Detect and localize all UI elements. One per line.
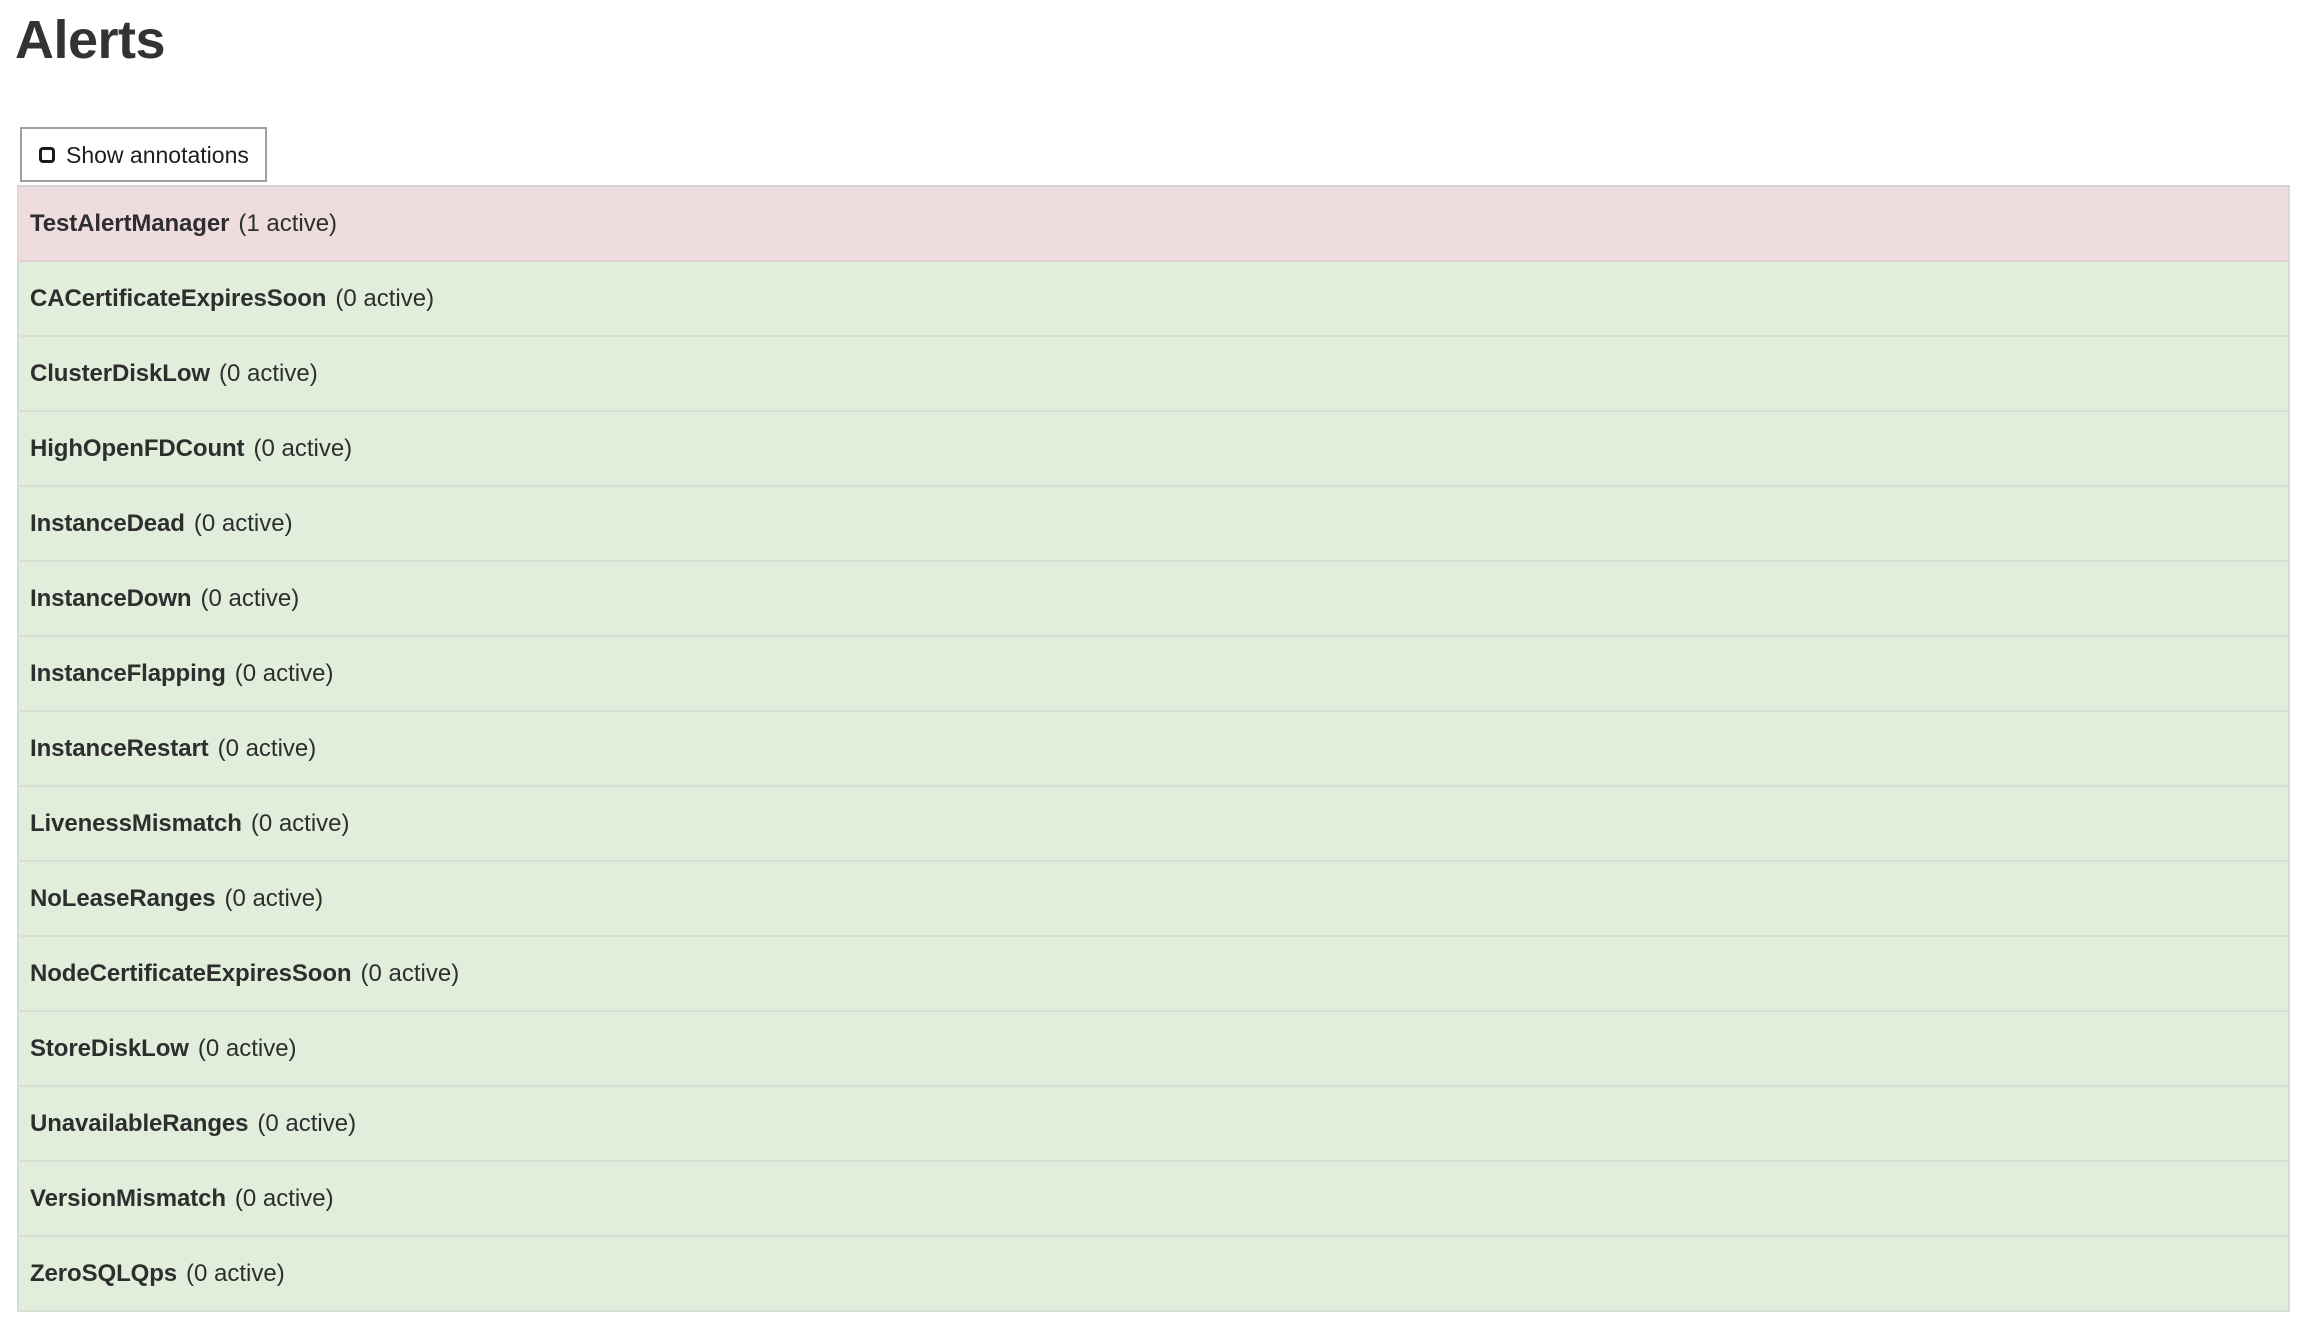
alert-active-count: (0 active) (224, 884, 324, 912)
alert-active-count: (0 active) (218, 359, 318, 387)
alert-active-count: (0 active) (234, 659, 334, 687)
alert-row[interactable]: ClusterDiskLow (0 active) (17, 337, 2290, 412)
alert-row[interactable]: InstanceDead (0 active) (17, 487, 2290, 562)
alert-active-count: (1 active) (238, 209, 338, 237)
alert-name: NodeCertificateExpiresSoon (30, 959, 352, 987)
alert-active-count: (0 active) (200, 584, 300, 612)
alert-row[interactable]: InstanceRestart (0 active) (17, 712, 2290, 787)
alert-name: InstanceDown (30, 584, 192, 612)
alert-row[interactable]: InstanceFlapping (0 active) (17, 637, 2290, 712)
alert-list: TestAlertManager (1 active) CACertificateE… (17, 185, 2290, 1312)
alert-active-count: (0 active) (217, 734, 317, 762)
alert-name: VersionMismatch (30, 1184, 226, 1212)
alert-row[interactable]: TestAlertManager (1 active) (17, 187, 2290, 262)
alert-name: TestAlertManager (30, 209, 230, 237)
unchecked-checkbox-icon (39, 146, 55, 163)
alert-name: HighOpenFDCount (30, 434, 245, 462)
alert-row[interactable]: HighOpenFDCount (0 active) (17, 412, 2290, 487)
alert-active-count: (0 active) (253, 434, 353, 462)
alert-row[interactable]: UnavailableRanges (0 active) (17, 1087, 2290, 1162)
alert-row[interactable]: ZeroSQLQps (0 active) (17, 1237, 2290, 1312)
alert-active-count: (0 active) (250, 809, 350, 837)
alert-active-count: (0 active) (234, 1184, 334, 1212)
alert-active-count: (0 active) (335, 284, 435, 312)
alert-name: ZeroSQLQps (30, 1259, 178, 1287)
alert-name: InstanceDead (30, 509, 185, 537)
alert-row[interactable]: CACertificateExpiresSoon (0 active) (17, 262, 2290, 337)
alert-name: InstanceFlapping (30, 659, 226, 687)
alert-row[interactable]: LivenessMismatch (0 active) (17, 787, 2290, 862)
alert-active-count: (0 active) (257, 1109, 357, 1137)
alert-name: StoreDiskLow (30, 1034, 189, 1062)
show-annotations-label: Show annotations (66, 141, 249, 168)
show-annotations-button[interactable]: Show annotations (20, 127, 267, 182)
alert-active-count: (0 active) (360, 959, 460, 987)
alert-active-count: (0 active) (186, 1259, 285, 1287)
alert-row[interactable]: StoreDiskLow (0 active) (17, 1012, 2290, 1087)
page-title: Alerts (15, 10, 166, 70)
alert-row[interactable]: InstanceDown (0 active) (17, 562, 2290, 637)
alert-name: LivenessMismatch (30, 809, 242, 837)
alert-row[interactable]: NodeCertificateExpiresSoon (0 active) (17, 937, 2290, 1012)
alert-name: ClusterDiskLow (30, 359, 210, 387)
alert-active-count: (0 active) (197, 1034, 297, 1062)
alert-name: InstanceRestart (30, 734, 209, 762)
alert-name: CACertificateExpiresSoon (30, 284, 327, 312)
alert-name: UnavailableRanges (30, 1109, 249, 1137)
alert-row[interactable]: VersionMismatch (0 active) (17, 1162, 2290, 1237)
alert-row[interactable]: NoLeaseRanges (0 active) (17, 862, 2290, 937)
alert-name: NoLeaseRanges (30, 884, 216, 912)
alert-active-count: (0 active) (193, 509, 293, 537)
